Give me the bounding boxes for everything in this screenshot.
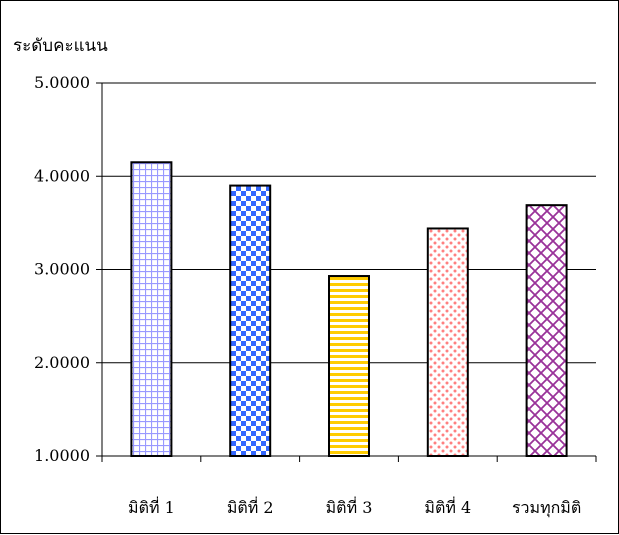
x-category-label: มิติที่ 1 <box>128 496 175 517</box>
axes <box>96 82 597 462</box>
y-tick-label: 2.0000 <box>34 353 90 372</box>
bar-4 <box>426 227 469 457</box>
x-category-label: มิติที่ 4 <box>424 496 471 517</box>
y-tick-label: 3.0000 <box>34 260 90 279</box>
bar-5 <box>525 204 568 457</box>
bar-2 <box>229 184 272 457</box>
x-category-label: มิติที่ 2 <box>227 496 274 517</box>
x-category-label: มิติที่ 3 <box>326 496 373 517</box>
y-tick-label: 4.0000 <box>34 166 90 185</box>
y-axis-title: ระดับคะแนน <box>13 36 108 56</box>
bars <box>130 161 568 457</box>
x-category-label: รวมทุกมิติ <box>512 498 581 518</box>
y-tick-label: 5.0000 <box>34 73 90 92</box>
y-tick-label: 1.0000 <box>34 446 90 465</box>
tick-labels: 1.0000 2.0000 3.0000 4.0000 5.0000 มิติที่ 1 ม… <box>34 73 581 518</box>
bar-3 <box>328 275 370 457</box>
bar-1 <box>130 161 173 457</box>
